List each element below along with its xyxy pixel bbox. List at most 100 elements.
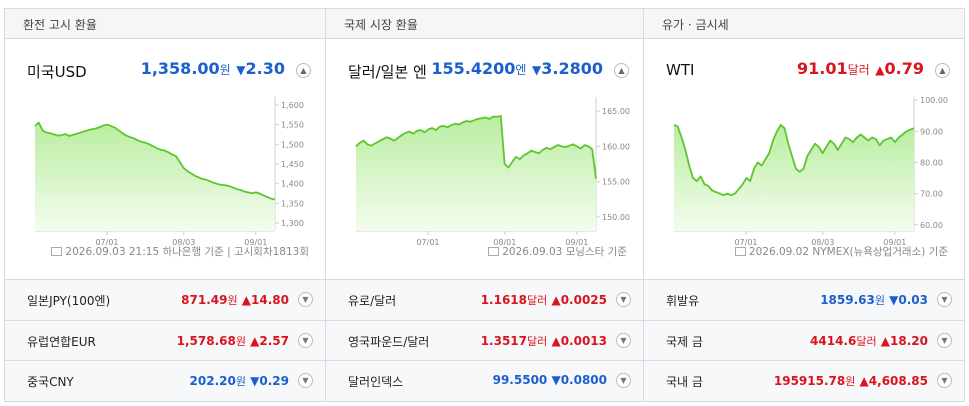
main-quote-change: 0.79: [884, 59, 924, 78]
series-area: [35, 122, 275, 231]
chevron-down-icon[interactable]: ▼: [298, 332, 313, 348]
document-icon: [51, 247, 63, 256]
change-arrow-icon: ▲: [250, 333, 260, 348]
series-area: [674, 125, 914, 231]
y-tick-label: 160.00: [602, 142, 630, 151]
item-name: 중국CNY: [27, 375, 74, 390]
main-quote[interactable]: WTI 91.01달러 ▲0.79 ▲ 100.00 90.00 80.00 70.0…: [644, 39, 964, 279]
y-tick-label: 1,600: [281, 101, 304, 110]
x-tick-label: 07/01: [416, 238, 439, 247]
item-change: 0.29: [259, 374, 289, 389]
list-item[interactable]: 국내 금 195915.78원 ▲4,608.85 ▼: [644, 360, 964, 401]
quote-list: 일본JPY(100엔) 871.49원 ▲14.80 ▼ 유럽연합EUR 1,5…: [5, 279, 325, 401]
chevron-down-icon[interactable]: ▼: [937, 332, 952, 348]
section-oil-gold: 유가 · 금시세 WTI 91.01달러 ▲ 0.79 ▲ 100.00 90.00…: [643, 9, 964, 401]
item-unit: 원: [845, 375, 856, 389]
section-international-rates: 국제 시장 환율 달러/일본 엔 155.4200엔 ▼3.2800 ▲ 165…: [325, 9, 643, 401]
chevron-down-icon[interactable]: ▼: [298, 373, 313, 389]
main-quote-value: 1,358.00: [140, 59, 220, 78]
section-title: 환전 고시 환율: [23, 18, 97, 32]
change-arrow-icon: ▼: [889, 293, 899, 307]
chevron-down-icon[interactable]: ▼: [616, 292, 631, 307]
item-value-line: 4414.6달러 ▲18.20: [810, 333, 928, 349]
chevron-down-icon[interactable]: ▼: [937, 292, 952, 307]
chevron-up-icon[interactable]: ▲: [614, 63, 629, 78]
x-tick-label: 08/01: [493, 238, 516, 247]
wti-chart: 100.00 90.00 80.00 70.00 60.00 07/01 08/03 09/0…: [673, 96, 948, 247]
footer-text: 2026.09.03 21:15 하나은행 기준 | 고시회차1813회: [65, 246, 309, 258]
item-value-line: 1.3517달러 ▲0.0013: [481, 333, 607, 349]
change-arrow-icon: ▼: [532, 63, 542, 77]
y-tick-label: 100.00: [920, 96, 948, 105]
main-quote-value: 91.01: [797, 59, 848, 78]
document-icon: [488, 247, 500, 256]
main-quote[interactable]: 달러/일본 엔 155.4200엔 ▼3.2800 ▲ 165.00 160.00…: [326, 39, 643, 279]
item-unit: 원: [874, 294, 885, 307]
section-header: 유가 · 금시세: [644, 9, 964, 39]
list-item[interactable]: 국제 금 4414.6달러 ▲18.20 ▼: [644, 319, 964, 361]
main-quote-value: 155.4200: [431, 59, 516, 78]
list-item[interactable]: 달러인덱스 99.5500 ▼0.0800 ▼: [326, 360, 643, 401]
series-area: [356, 116, 596, 231]
x-tick-label: 08/03: [172, 238, 195, 247]
section-header: 환전 고시 환율: [5, 9, 325, 39]
list-item[interactable]: 일본JPY(100엔) 871.49원 ▲14.80 ▼: [5, 279, 325, 320]
exchange-rate-widget: 환전 고시 환율 미국USD 1,358.00원 ▼2.30 ▲ 1,600 1,…: [4, 8, 965, 402]
chevron-up-icon[interactable]: ▲: [935, 63, 950, 78]
main-quote-change: 2.30: [245, 59, 285, 78]
x-tick-label: 09/01: [565, 238, 588, 247]
item-unit: 원: [227, 294, 238, 307]
list-item[interactable]: 중국CNY 202.20원 ▼0.29 ▼: [5, 360, 325, 401]
usd-chart: 1,600 1,550 1,500 1,450 1,400 1,350 1,300 07/01…: [34, 97, 304, 247]
item-change: 18.20: [890, 333, 928, 348]
main-quote-name: 미국USD: [27, 63, 87, 81]
quote-list: 유로/달러 1.1618달러 ▲0.0025 ▼ 영국파운드/달러 1.3517…: [326, 279, 643, 401]
main-quote[interactable]: 미국USD 1,358.00원 ▼2.30 ▲ 1,600 1,550 1,500 1…: [5, 39, 325, 279]
y-tick-label: 1,300: [281, 219, 304, 228]
item-name: 유로/달러: [348, 294, 397, 308]
item-value-line: 1859.63원 ▼0.03: [820, 292, 928, 308]
section-exchange-notice: 환전 고시 환율 미국USD 1,358.00원 ▼2.30 ▲ 1,600 1,…: [5, 9, 325, 401]
section-title: 유가 · 금시세: [662, 18, 729, 32]
change-arrow-icon: ▲: [551, 293, 561, 307]
item-change: 2.57: [259, 333, 289, 348]
main-quote-name: WTI: [666, 61, 695, 79]
list-item[interactable]: 유로/달러 1.1618달러 ▲0.0025 ▼: [326, 279, 643, 320]
item-value: 202.20: [189, 374, 236, 389]
chevron-up-icon[interactable]: ▲: [296, 63, 311, 78]
series-line: [34, 121, 276, 201]
main-quote-unit: 달러: [847, 63, 870, 77]
main-quote-change: 3.2800: [541, 59, 603, 78]
chevron-down-icon[interactable]: ▼: [616, 373, 631, 389]
item-value: 1859.63: [820, 293, 875, 307]
item-change: 14.80: [251, 293, 289, 307]
item-value: 1,578.68: [176, 333, 236, 348]
item-value-line: 1,578.68원 ▲2.57: [177, 333, 289, 349]
document-icon: [734, 247, 746, 256]
chevron-down-icon[interactable]: ▼: [937, 373, 952, 389]
list-item[interactable]: 휘발유 1859.63원 ▼0.03 ▼: [644, 279, 964, 320]
chevron-down-icon[interactable]: ▼: [616, 332, 631, 348]
item-change: 0.0025: [560, 293, 607, 307]
x-tick-label: 09/01: [883, 238, 906, 247]
y-tick-label: 1,450: [281, 160, 304, 169]
series-line: [355, 115, 597, 179]
list-item[interactable]: 유럽연합EUR 1,578.68원 ▲2.57 ▼: [5, 319, 325, 361]
footer-text: 2026.09.03 모닝스타 기준: [502, 246, 627, 258]
main-quote-value-line: 155.4200엔 ▼3.2800: [431, 59, 603, 78]
change-arrow-icon: ▼: [236, 63, 246, 77]
main-quote-name: 달러/일본 엔: [348, 63, 427, 81]
item-name: 국제 금: [666, 334, 703, 349]
change-arrow-icon: ▲: [859, 374, 869, 389]
footer-text: 2026.09.02 NYMEX(뉴욕상업거래소) 기준: [748, 246, 948, 258]
change-arrow-icon: ▼: [250, 374, 260, 389]
y-tick-label: 80.00: [920, 158, 943, 167]
section-header: 국제 시장 환율: [326, 9, 643, 39]
item-value-line: 99.5500 ▼0.0800: [493, 373, 607, 387]
chevron-down-icon[interactable]: ▼: [298, 292, 313, 307]
item-name: 일본JPY(100엔): [27, 294, 111, 308]
item-value-line: 871.49원 ▲14.80: [181, 292, 289, 308]
item-name: 유럽연합EUR: [27, 334, 96, 349]
list-item[interactable]: 영국파운드/달러 1.3517달러 ▲0.0013 ▼: [326, 319, 643, 361]
x-tick-label: 07/01: [734, 238, 757, 247]
